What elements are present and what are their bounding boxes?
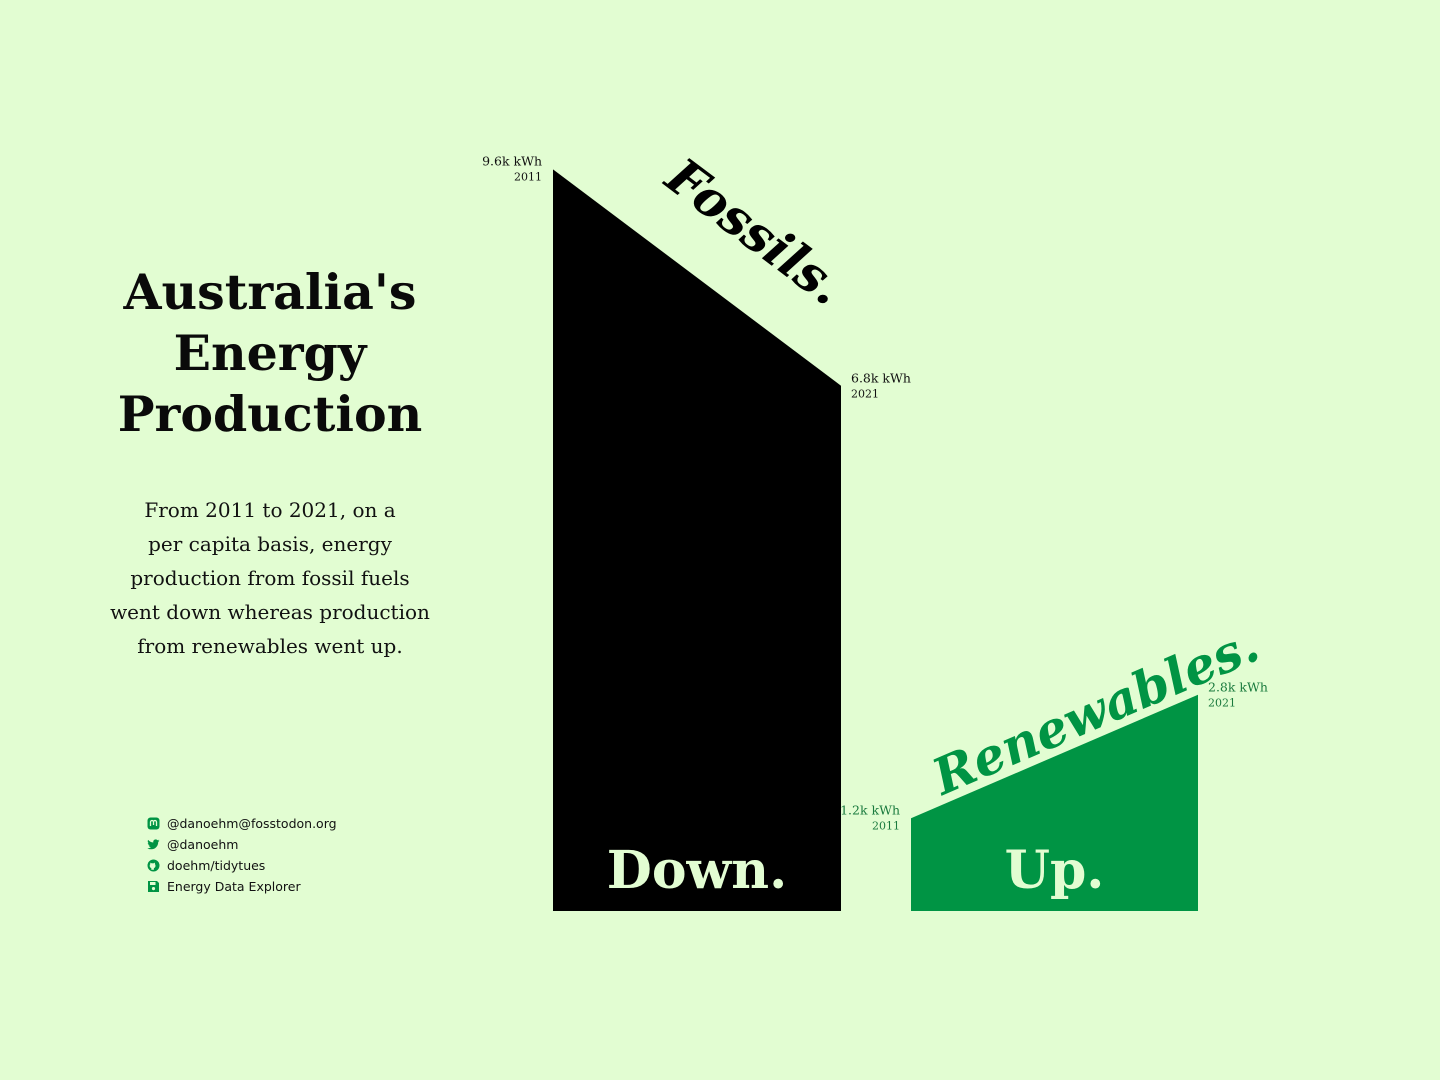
social-text: @danoehm — [167, 837, 239, 852]
description-line: production from fossil fuels — [130, 566, 410, 590]
floppy-disk-icon — [148, 881, 159, 892]
renewables-end-value-label: 2.8k kWh — [1208, 680, 1268, 695]
social-item-data-source[interactable]: Energy Data Explorer — [147, 876, 337, 897]
social-text: @danoehm@fosstodon.org — [167, 816, 337, 831]
social-item-twitter[interactable]: @danoehm — [147, 834, 337, 855]
social-links: @danoehm@fosstodon.org @danoehm doehm/ti… — [147, 813, 337, 897]
fossils-direction-label: Down. — [607, 840, 787, 901]
description-line: per capita basis, energy — [148, 532, 392, 556]
description-line: From 2011 to 2021, on a — [144, 498, 396, 522]
fossils-end-value-label: 6.8k kWh — [851, 371, 911, 386]
renewables-end-year-label: 2021 — [1208, 697, 1236, 710]
title-line: Australia's — [123, 263, 417, 321]
social-text: doehm/tidytues — [167, 858, 266, 873]
social-item-mastodon[interactable]: @danoehm@fosstodon.org — [147, 813, 337, 834]
description-line: went down whereas production — [110, 600, 430, 624]
chart-description: From 2011 to 2021, on a per capita basis… — [70, 493, 470, 663]
github-icon — [147, 859, 160, 872]
social-item-github[interactable]: doehm/tidytues — [147, 855, 337, 876]
description-line: from renewables went up. — [137, 634, 403, 658]
fossils-start-year-label: 2011 — [514, 170, 542, 183]
fossils-start-value-label: 9.6k kWh — [482, 153, 542, 168]
renewables-start-year-label: 2011 — [872, 819, 900, 832]
renewables-start-value-label: 1.2k kWh — [840, 802, 900, 817]
title-line: Production — [117, 385, 423, 443]
twitter-icon — [147, 839, 160, 850]
chart-title: Australia's Energy Production — [60, 262, 480, 445]
mastodon-icon — [147, 817, 160, 830]
renewables-direction-label: Up. — [1005, 840, 1105, 901]
social-text: Energy Data Explorer — [167, 879, 301, 894]
title-line: Energy — [173, 324, 367, 382]
fossils-area — [553, 169, 841, 911]
fossils-end-year-label: 2021 — [851, 388, 879, 401]
renewables-area — [911, 694, 1198, 911]
